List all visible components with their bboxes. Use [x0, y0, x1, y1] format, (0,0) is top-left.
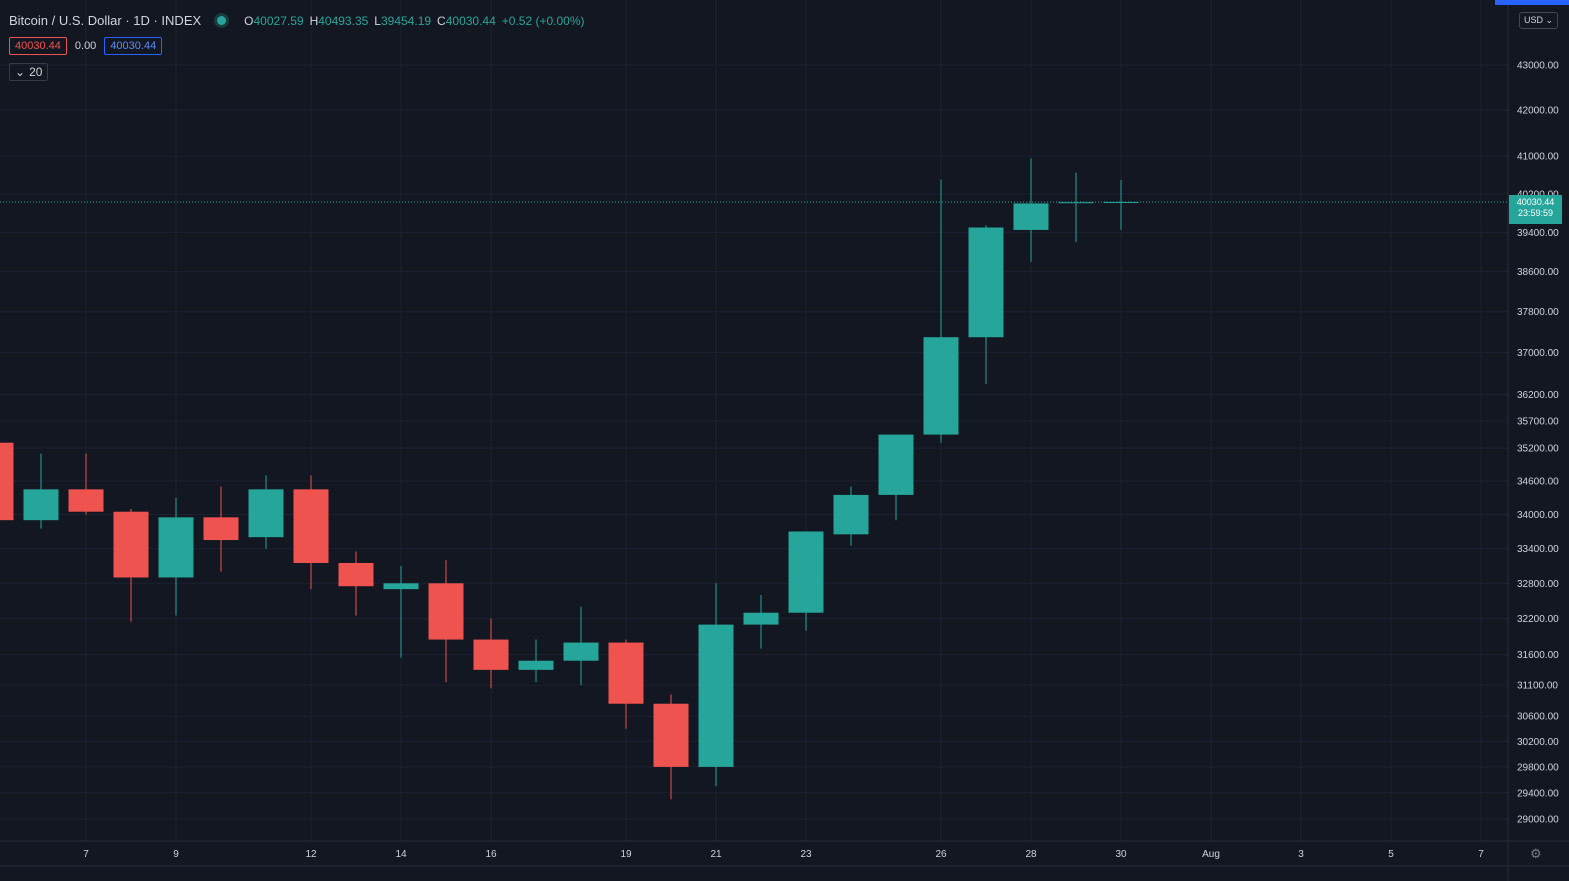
- spread-value: 0.00: [74, 40, 97, 52]
- market-status-icon: [217, 16, 227, 25]
- candle-body: [293, 489, 329, 563]
- time-tick-label: 16: [485, 849, 497, 860]
- candle-body: [473, 639, 509, 670]
- low-label: L: [374, 13, 381, 28]
- currency-label: USD: [1524, 15, 1544, 25]
- settings-gear-icon[interactable]: ⚙: [1530, 846, 1542, 861]
- buy-price-button[interactable]: 40030.44: [104, 37, 163, 55]
- time-tick-label: 12: [305, 849, 317, 860]
- price-tick-label: 32200.00: [1517, 614, 1559, 625]
- open-value: 40027.59: [253, 13, 304, 28]
- high-value: 40493.35: [318, 13, 369, 28]
- price-tick-label: 32800.00: [1517, 579, 1559, 590]
- candle-body: [0, 442, 14, 521]
- last-price-value: 40030.44: [1516, 197, 1555, 207]
- currency-dropdown[interactable]: USD ⌄: [1519, 12, 1559, 29]
- price-tick-label: 29000.00: [1517, 815, 1559, 826]
- price-tick-label: 39400.00: [1517, 228, 1559, 239]
- candle-body: [968, 227, 1004, 338]
- price-tick-label: 29400.00: [1517, 788, 1559, 799]
- candle-body: [923, 337, 959, 435]
- candle-body: [68, 489, 104, 512]
- price-tick-label: 37800.00: [1517, 307, 1559, 318]
- candle-body: [743, 612, 779, 625]
- price-tick-label: 30200.00: [1517, 737, 1559, 748]
- time-tick-label: 3: [1298, 849, 1304, 860]
- price-tick-label: 36200.00: [1517, 390, 1559, 401]
- price-tick-label: 31600.00: [1517, 650, 1559, 661]
- time-tick-label: 7: [83, 849, 89, 860]
- chevron-down-icon: ⌄: [1545, 15, 1554, 25]
- price-tick-label: 41000.00: [1517, 152, 1559, 163]
- time-tick-label: 14: [395, 849, 407, 860]
- time-tick-label: 9: [173, 849, 179, 860]
- candle-body: [158, 517, 194, 578]
- collapse-legend-button[interactable]: ⌄ 20: [9, 63, 49, 81]
- candle-body: [1058, 202, 1094, 204]
- price-tick-label: 40200.00: [1517, 189, 1559, 200]
- bid-ask-row: 40030.44 0.00 40030.44: [9, 37, 163, 55]
- high-label: H: [309, 13, 319, 28]
- price-tick-label: 42000.00: [1517, 106, 1559, 117]
- price-tick-label: 31100.00: [1517, 681, 1558, 692]
- price-tick-label: 34600.00: [1517, 477, 1559, 488]
- last-price-tag: 40030.44 23:59:59: [1509, 195, 1562, 224]
- candle-body: [518, 660, 554, 670]
- candle-body: [608, 642, 644, 704]
- price-tick-label: 29800.00: [1517, 762, 1559, 773]
- top-accent-bar: [1495, 0, 1569, 5]
- candle-body: [383, 583, 419, 590]
- open-label: O: [244, 13, 254, 28]
- candle-body: [1103, 201, 1139, 203]
- time-tick-label: Aug: [1202, 849, 1220, 860]
- time-tick-label: 23: [800, 849, 812, 860]
- time-tick-label: 30: [1115, 849, 1127, 860]
- price-tick-label: 37000.00: [1517, 348, 1559, 359]
- candle-body: [203, 517, 239, 541]
- change-value: +0.52 (+0.00%): [501, 13, 585, 28]
- candle-body: [878, 434, 914, 495]
- ohlc-values: O40027.59 H40493.35 L39454.19 C40030.44 …: [244, 14, 584, 28]
- chart-legend: Bitcoin / U.S. Dollar · 1D · INDEX O4002…: [9, 13, 585, 28]
- sell-price-button[interactable]: 40030.44: [9, 37, 67, 55]
- candle-body: [833, 494, 869, 535]
- candle-body: [788, 531, 824, 613]
- candle-body: [23, 489, 59, 521]
- price-tick-label: 30600.00: [1517, 712, 1559, 723]
- price-tick-label: 34000.00: [1517, 510, 1559, 521]
- candle-body: [113, 511, 149, 578]
- candle-body: [248, 489, 284, 538]
- candle-body: [563, 642, 599, 661]
- price-tick-label: 43000.00: [1517, 61, 1559, 72]
- time-tick-label: 26: [935, 849, 947, 860]
- low-value: 39454.19: [380, 13, 432, 28]
- candle-body: [1013, 203, 1049, 230]
- time-tick-label: 19: [620, 849, 632, 860]
- price-tick-label: 33400.00: [1517, 544, 1559, 555]
- candle-body: [428, 583, 464, 640]
- candle-body: [653, 703, 689, 767]
- close-label: C: [437, 13, 446, 28]
- close-value: 40030.44: [445, 13, 496, 28]
- bar-countdown: 23:59:59: [1517, 208, 1554, 218]
- candle-body: [698, 624, 734, 767]
- price-tick-label: 38600.00: [1517, 267, 1559, 278]
- time-tick-label: 5: [1388, 849, 1394, 860]
- price-tick-label: 35200.00: [1517, 444, 1559, 455]
- collapse-count: 20: [29, 65, 43, 79]
- time-tick-label: 7: [1478, 849, 1484, 860]
- symbol-title[interactable]: Bitcoin / U.S. Dollar · 1D · INDEX: [9, 13, 202, 28]
- price-tick-label: 35700.00: [1517, 417, 1559, 428]
- time-tick-label: 21: [710, 849, 722, 860]
- time-tick-label: 28: [1025, 849, 1037, 860]
- candle-body: [338, 562, 374, 587]
- chevron-down-icon: ⌄: [15, 65, 26, 79]
